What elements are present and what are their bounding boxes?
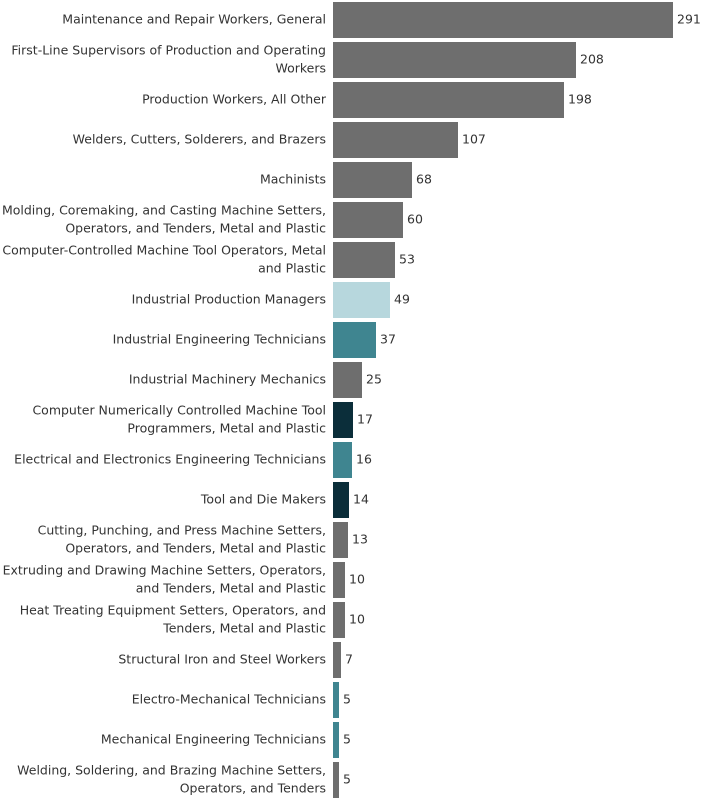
bar <box>333 762 339 798</box>
category-label: Computer-Controlled Machine Tool Operato… <box>2 243 326 276</box>
value-label: 17 <box>357 412 373 427</box>
bar <box>333 282 390 318</box>
bar-row: Industrial Machinery Mechanics 25 <box>129 362 382 398</box>
bar <box>333 522 348 558</box>
category-label: Computer Numerically Controlled Machine … <box>32 403 326 436</box>
bar <box>333 122 458 158</box>
value-label: 13 <box>352 532 368 547</box>
category-label: Electro-Mechanical Technicians <box>132 692 326 707</box>
bar-row: Welders, Cutters, Solderers, and Brazers… <box>73 122 486 158</box>
bar <box>333 402 353 438</box>
bar <box>333 82 564 118</box>
value-label: 14 <box>353 492 369 507</box>
bar-row: Computer Numerically Controlled Machine … <box>32 402 373 438</box>
bar-row: Industrial Production Managers 49 <box>132 282 410 318</box>
bar-row: Mechanical Engineering Technicians 5 <box>101 722 351 758</box>
category-label: Welding, Soldering, and Brazing Machine … <box>17 763 326 796</box>
value-label: 10 <box>349 572 365 587</box>
bar <box>333 482 349 518</box>
category-label: First-Line Supervisors of Production and… <box>11 43 326 76</box>
value-label: 16 <box>356 452 372 467</box>
value-label: 291 <box>677 12 701 27</box>
bar-row: Structural Iron and Steel Workers 7 <box>118 642 353 678</box>
bar-row: Cutting, Punching, and Press Machine Set… <box>38 522 368 558</box>
bar <box>333 42 576 78</box>
value-label: 68 <box>416 172 432 187</box>
bar-row: Heat Treating Equipment Setters, Operato… <box>20 602 365 638</box>
category-label: Electrical and Electronics Engineering T… <box>14 452 326 467</box>
bar <box>333 722 339 758</box>
bar <box>333 442 352 478</box>
bar-row: Welding, Soldering, and Brazing Machine … <box>17 762 351 798</box>
category-label: Heat Treating Equipment Setters, Operato… <box>20 603 326 636</box>
value-label: 37 <box>380 332 396 347</box>
category-label: Industrial Machinery Mechanics <box>129 372 326 387</box>
value-label: 25 <box>366 372 382 387</box>
bar <box>333 562 345 598</box>
bar-row: Production Workers, All Other 198 <box>142 82 592 118</box>
bar <box>333 202 403 238</box>
value-label: 208 <box>580 52 604 67</box>
bar-row: Industrial Engineering Technicians 37 <box>113 322 396 358</box>
value-label: 60 <box>407 212 423 227</box>
bar-row: Machinists 68 <box>260 162 432 198</box>
bar-row: Extruding and Drawing Machine Setters, O… <box>3 562 365 598</box>
category-label: Industrial Engineering Technicians <box>113 332 326 347</box>
bar <box>333 642 341 678</box>
category-label: Production Workers, All Other <box>142 92 327 107</box>
category-label: Mechanical Engineering Technicians <box>101 732 326 747</box>
category-label: Molding, Coremaking, and Casting Machine… <box>2 203 326 236</box>
category-label: Welders, Cutters, Solderers, and Brazers <box>73 132 326 147</box>
value-label: 7 <box>345 652 353 667</box>
bar <box>333 682 339 718</box>
category-label: Cutting, Punching, and Press Machine Set… <box>38 523 326 556</box>
category-label: Tool and Die Makers <box>200 492 326 507</box>
value-label: 53 <box>399 252 415 267</box>
category-label: Structural Iron and Steel Workers <box>118 652 326 667</box>
category-label: Industrial Production Managers <box>132 292 326 307</box>
category-label: Machinists <box>260 172 326 187</box>
bar-row: Electro-Mechanical Technicians 5 <box>132 682 351 718</box>
value-label: 49 <box>394 292 410 307</box>
bar <box>333 162 412 198</box>
value-label: 198 <box>568 92 592 107</box>
bar <box>333 2 673 38</box>
bar <box>333 602 345 638</box>
value-label: 5 <box>343 692 351 707</box>
bar-row: Molding, Coremaking, and Casting Machine… <box>2 202 423 238</box>
value-label: 5 <box>343 772 351 787</box>
bar-row: Electrical and Electronics Engineering T… <box>14 442 372 478</box>
value-label: 107 <box>462 132 486 147</box>
bar-row: Tool and Die Makers 14 <box>200 482 369 518</box>
category-label: Maintenance and Repair Workers, General <box>62 12 326 27</box>
value-label: 10 <box>349 612 365 627</box>
bar-row: Computer-Controlled Machine Tool Operato… <box>2 242 415 278</box>
bar <box>333 322 376 358</box>
bar <box>333 362 362 398</box>
bar-row: Maintenance and Repair Workers, General 2… <box>62 2 701 38</box>
bar-row: First-Line Supervisors of Production and… <box>11 42 604 78</box>
bar <box>333 242 395 278</box>
value-label: 5 <box>343 732 351 747</box>
category-label: Extruding and Drawing Machine Setters, O… <box>3 563 327 596</box>
